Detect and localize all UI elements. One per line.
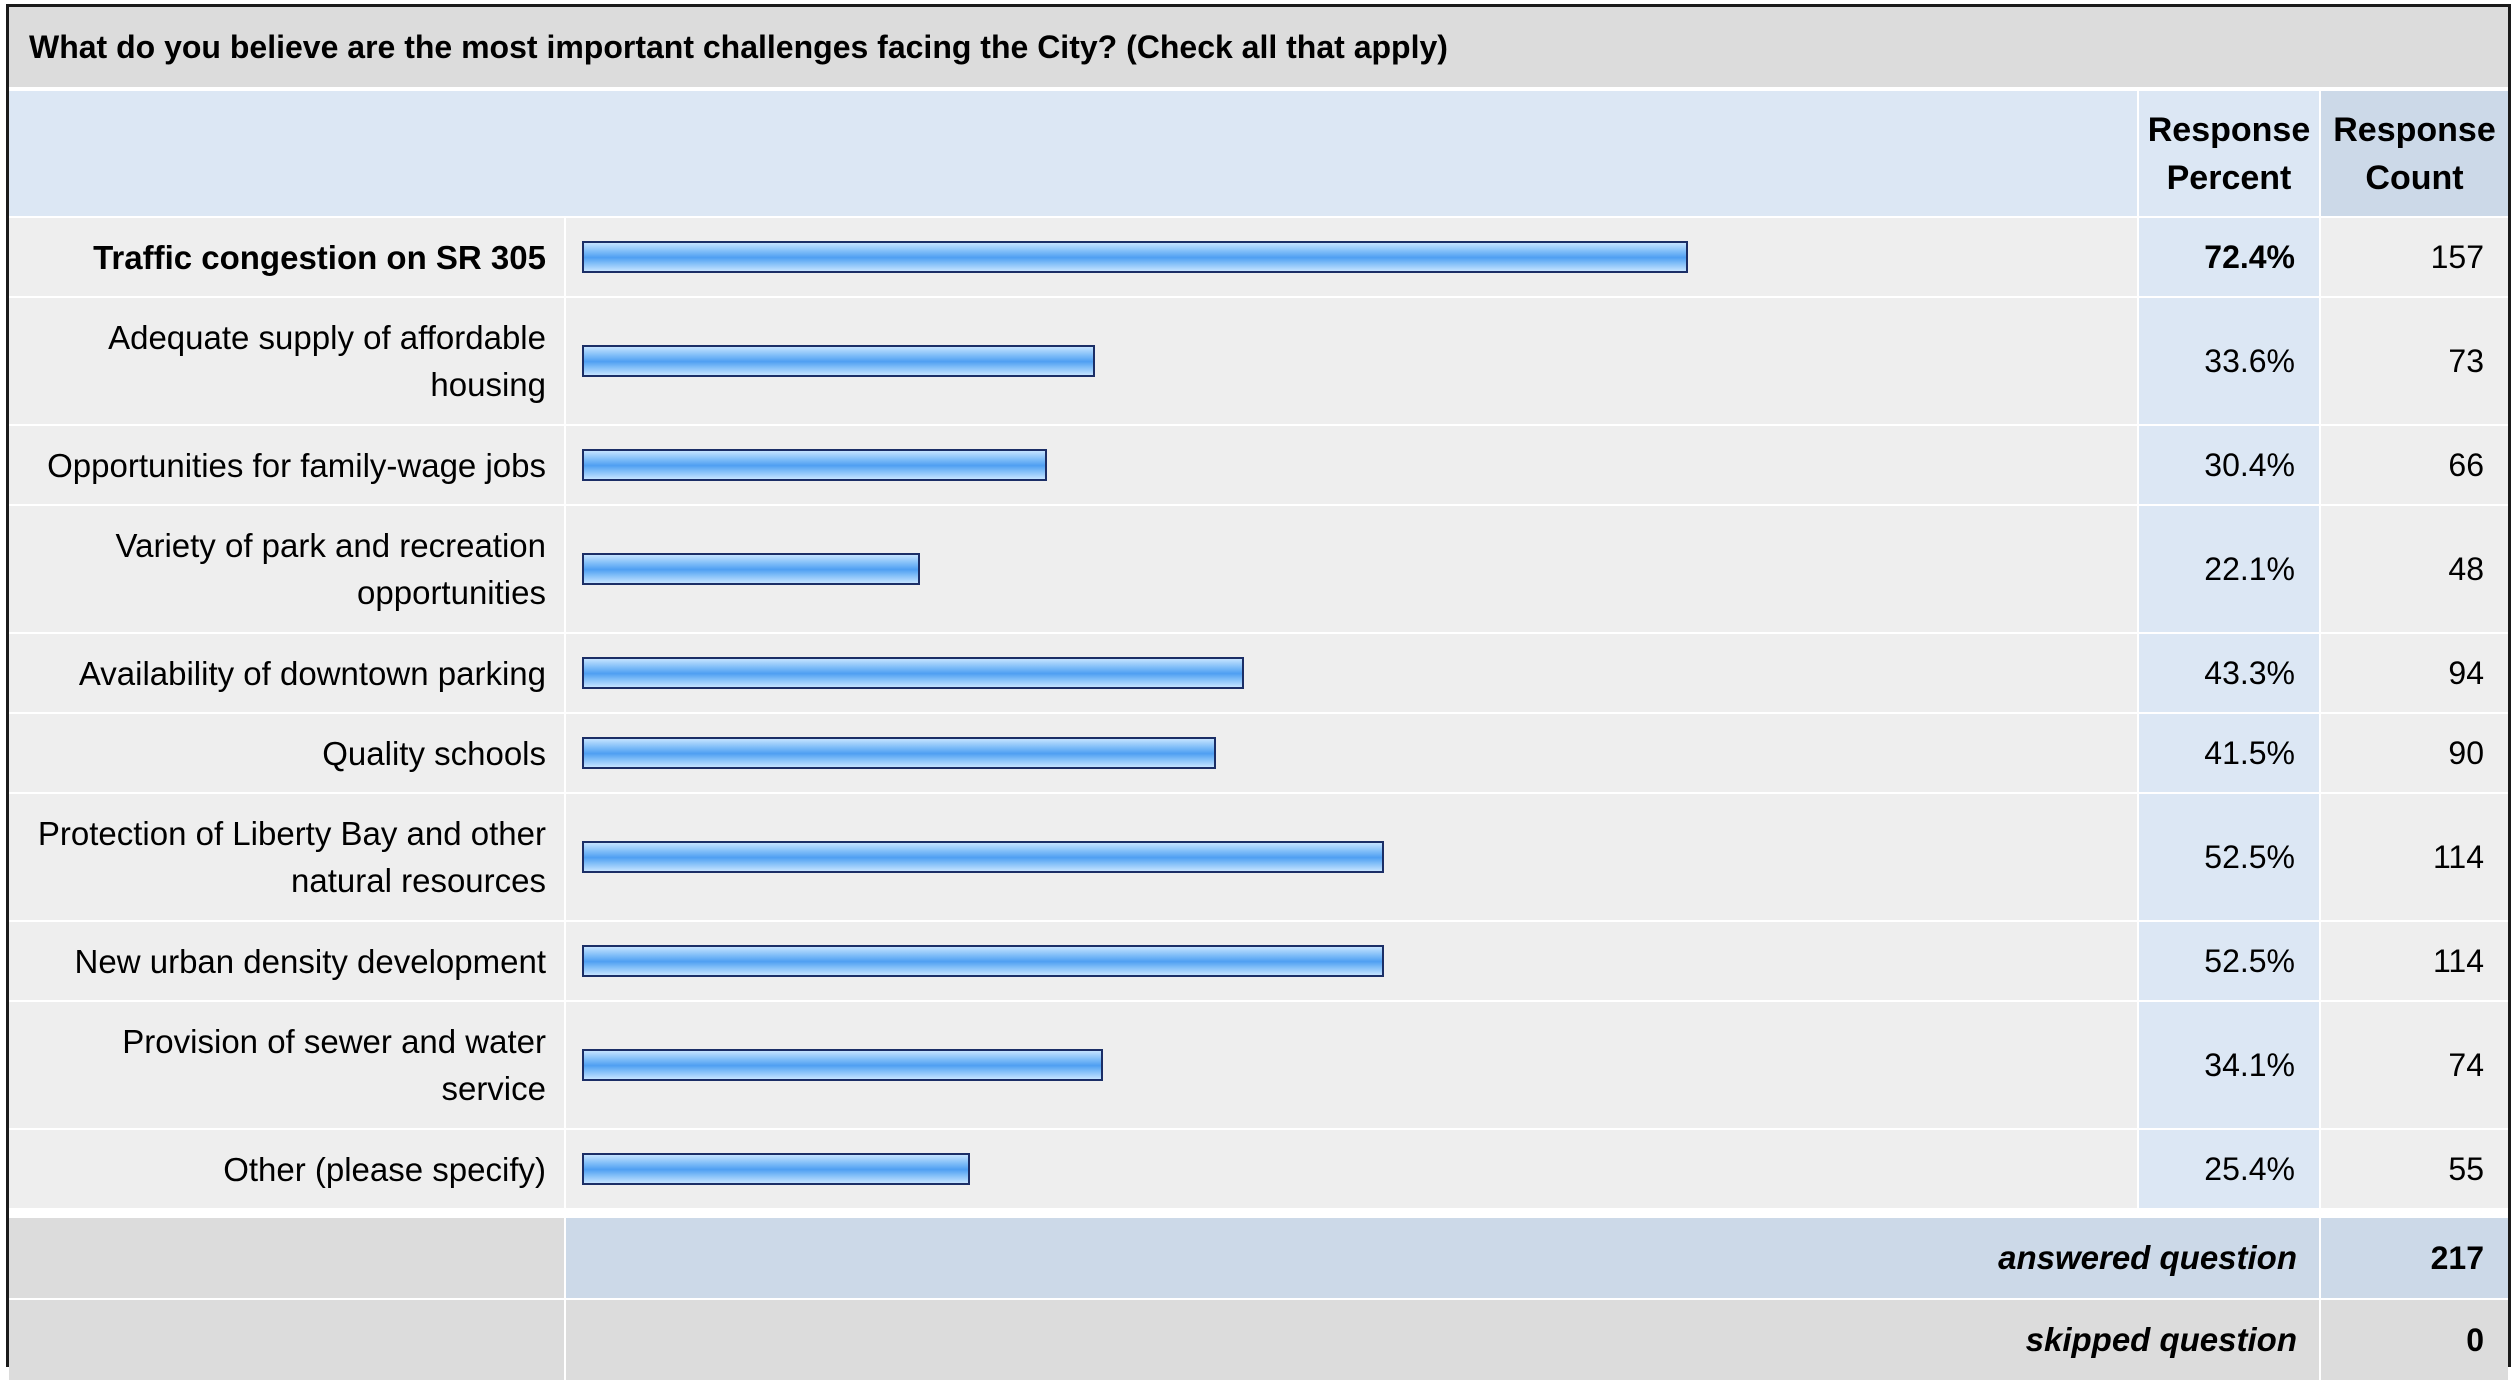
- header-response-percent: Response Percent: [2139, 91, 2319, 216]
- bar-cell: [566, 1130, 2137, 1208]
- response-count: 90: [2321, 714, 2508, 792]
- row-label: Quality schools: [9, 714, 564, 792]
- header-blank: [9, 91, 2137, 216]
- response-count: 74: [2321, 1002, 2508, 1128]
- row-label: New urban density development: [9, 922, 564, 1000]
- header-response-count-line1: Response: [2333, 110, 2496, 149]
- response-count: 114: [2321, 922, 2508, 1000]
- response-bar: [582, 841, 1384, 873]
- row-label: Availability of downtown parking: [9, 634, 564, 712]
- row-label-line: housing: [430, 366, 546, 403]
- row-label-line: New urban density development: [74, 942, 546, 980]
- answered-question-value: 217: [2321, 1218, 2508, 1298]
- response-percent: 33.6%: [2139, 298, 2319, 424]
- row-label: Variety of park and recreation opportunit…: [9, 506, 564, 632]
- response-bar: [582, 737, 1216, 769]
- response-bar: [582, 945, 1384, 977]
- header-response-percent-line2: Percent: [2166, 158, 2292, 197]
- response-count: 94: [2321, 634, 2508, 712]
- answered-question-label: answered question: [566, 1218, 2319, 1298]
- response-percent: 52.5%: [2139, 794, 2319, 920]
- bar-cell: [566, 218, 2137, 296]
- header-response-count: Response Count: [2321, 91, 2508, 216]
- skipped-question-value: 0: [2321, 1300, 2508, 1380]
- bar-cell: [566, 426, 2137, 504]
- row-label-line: Provision of sewer and water: [122, 1023, 546, 1060]
- response-percent: 34.1%: [2139, 1002, 2319, 1128]
- response-count: 48: [2321, 506, 2508, 632]
- row-label-line: natural resources: [291, 862, 546, 899]
- row-label-line: Adequate supply of affordable: [108, 319, 546, 356]
- bar-cell: [566, 714, 2137, 792]
- response-percent: 41.5%: [2139, 714, 2319, 792]
- response-bar: [582, 657, 1244, 689]
- response-bar: [582, 449, 1047, 481]
- response-bar: [582, 345, 1095, 377]
- bar-cell: [566, 634, 2137, 712]
- response-bar: [582, 241, 1688, 273]
- row-label: Provision of sewer and water service: [9, 1002, 564, 1128]
- row-label: Protection of Liberty Bay and other natur…: [9, 794, 564, 920]
- response-percent: 52.5%: [2139, 922, 2319, 1000]
- bar-cell: [566, 506, 2137, 632]
- response-count: 73: [2321, 298, 2508, 424]
- row-label-line: Quality schools: [322, 734, 546, 772]
- response-bar: [582, 553, 920, 585]
- bar-cell: [566, 794, 2137, 920]
- answered-row-blank: [9, 1218, 564, 1298]
- skipped-question-label: skipped question: [566, 1300, 2319, 1380]
- header-response-count-line2: Count: [2365, 158, 2464, 197]
- row-label-line: Variety of park and recreation: [115, 527, 546, 564]
- row-label: Other (please specify): [9, 1130, 564, 1208]
- row-label-line: Opportunities for family-wage jobs: [47, 446, 546, 484]
- response-percent: 72.4%: [2139, 218, 2319, 296]
- row-label-line: Protection of Liberty Bay and other: [37, 815, 546, 852]
- row-label-line: Availability of downtown parking: [78, 654, 546, 692]
- row-label-line: Traffic congestion on SR 305: [93, 238, 546, 276]
- response-bar: [582, 1049, 1103, 1081]
- row-label: Traffic congestion on SR 305: [9, 218, 564, 296]
- header-response-percent-line1: Response: [2147, 110, 2311, 149]
- question-title: What do you believe are the most importa…: [9, 7, 2508, 87]
- response-count: 66: [2321, 426, 2508, 504]
- bar-cell: [566, 1002, 2137, 1128]
- response-percent: 22.1%: [2139, 506, 2319, 632]
- skipped-row-blank: [9, 1300, 564, 1380]
- response-percent: 43.3%: [2139, 634, 2319, 712]
- bar-cell: [566, 298, 2137, 424]
- response-percent: 25.4%: [2139, 1130, 2319, 1208]
- row-label: Opportunities for family-wage jobs: [9, 426, 564, 504]
- bar-cell: [566, 922, 2137, 1000]
- survey-results-table: What do you believe are the most importa…: [6, 4, 2511, 1380]
- response-percent: 30.4%: [2139, 426, 2319, 504]
- row-label-line: Other (please specify): [223, 1150, 546, 1188]
- response-count: 157: [2321, 218, 2508, 296]
- response-count: 55: [2321, 1130, 2508, 1208]
- response-bar: [582, 1153, 970, 1185]
- row-label-line: service: [441, 1070, 546, 1107]
- row-label-line: opportunities: [357, 574, 546, 611]
- row-label: Adequate supply of affordable housing: [9, 298, 564, 424]
- response-count: 114: [2321, 794, 2508, 920]
